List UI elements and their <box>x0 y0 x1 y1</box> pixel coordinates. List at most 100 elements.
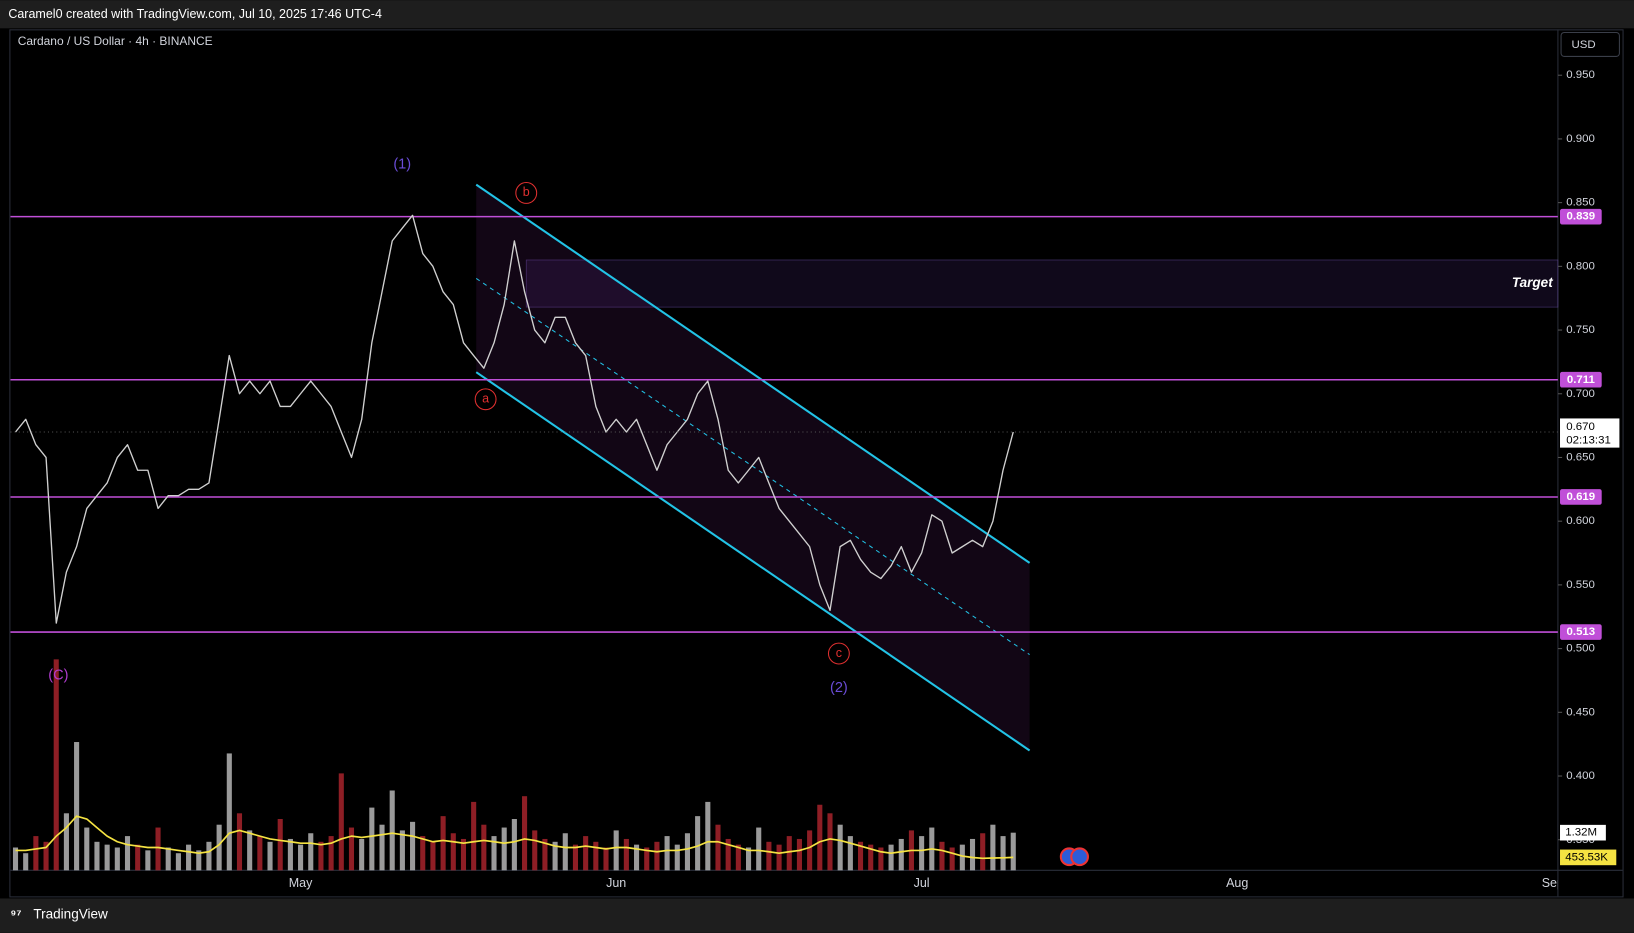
volume-bar <box>94 841 100 871</box>
channel-middle <box>475 277 1030 656</box>
volume-bar <box>715 824 721 871</box>
volume-bar <box>318 841 324 871</box>
volume-bar <box>440 816 446 871</box>
subwave-circle <box>827 642 850 665</box>
wave-label: (1) <box>393 157 411 173</box>
volume-bar <box>857 841 864 871</box>
volume-ma-tag <box>1560 849 1617 866</box>
flag-icon[interactable] <box>1070 847 1089 867</box>
volume-bar <box>481 824 487 871</box>
volume-ma <box>15 815 1014 860</box>
volume-bar <box>827 813 833 871</box>
volume-bar <box>603 847 609 871</box>
volume-bar <box>969 838 976 871</box>
y-tick-label: 0.450 <box>1566 706 1595 718</box>
volume-bar <box>145 850 151 871</box>
volume-bar <box>389 790 395 871</box>
level-label: 0.711 <box>1567 374 1596 386</box>
volume-bar <box>12 847 19 871</box>
currency: USD <box>1571 39 1595 51</box>
volume-bar <box>684 833 691 871</box>
level-tag <box>1560 489 1602 505</box>
volume-bar <box>33 836 39 871</box>
volume-bar <box>1000 836 1006 871</box>
volume-bar <box>847 836 853 871</box>
y-tick-label: 0.850 <box>1566 197 1595 209</box>
volume-bar <box>298 844 304 871</box>
countdown: 02:13:31 <box>1566 434 1611 446</box>
volume-bar <box>583 836 589 871</box>
subwave-label: b <box>523 185 530 199</box>
volume-bar <box>338 773 344 871</box>
currency-box <box>1560 31 1620 57</box>
volume-bar <box>257 836 263 871</box>
volume-bar <box>460 838 467 871</box>
volume-bar <box>695 816 701 871</box>
subwave-circle <box>474 388 497 411</box>
target-zone <box>525 259 1559 308</box>
target-label: Target <box>1512 275 1553 290</box>
x-tick-label: May <box>289 876 313 890</box>
volume-label: 1.32M <box>1565 827 1597 839</box>
y-tick-label: 0.700 <box>1566 388 1595 400</box>
volume-bar <box>53 659 59 871</box>
x-tick-label: Aug <box>1226 876 1248 890</box>
volume-bar <box>542 838 548 871</box>
volume-bar <box>766 841 772 871</box>
y-tick-label: 0.500 <box>1566 643 1595 655</box>
level-tag <box>1560 624 1602 640</box>
volume-bar <box>562 833 568 871</box>
footer-brand: TradingView <box>33 907 108 922</box>
volume-bar <box>705 801 711 871</box>
header-bar <box>0 0 1634 29</box>
volume-bar <box>664 836 670 871</box>
volume-bar <box>369 807 375 871</box>
volume-bar <box>1010 832 1016 871</box>
y-tick-label: 0.400 <box>1566 770 1595 782</box>
volume-bar <box>267 841 273 871</box>
wave-label: (2) <box>830 680 848 696</box>
volume-bar <box>328 836 334 871</box>
volume-bar <box>786 836 792 871</box>
volume-bar <box>868 844 874 871</box>
volume-bar <box>959 844 965 871</box>
y-tick-label: 0.800 <box>1566 260 1595 272</box>
volume-bar <box>837 824 843 871</box>
y-tick-label: 0.600 <box>1566 515 1595 527</box>
volume-bar <box>175 853 181 871</box>
volume-bar <box>725 838 731 871</box>
channel-fill <box>476 184 1030 751</box>
volume-bar <box>135 844 141 871</box>
y-tick-label: 0.900 <box>1566 133 1595 145</box>
volume-bar <box>399 830 405 871</box>
volume-bar <box>74 742 80 871</box>
price-line <box>14 214 1014 624</box>
volume-bar <box>796 838 802 871</box>
volume-bar <box>745 847 752 871</box>
volume-bar <box>878 847 884 871</box>
y-tick-label: 0.750 <box>1566 324 1595 336</box>
volume-bar <box>807 830 813 871</box>
volume-bar <box>287 838 293 871</box>
subwave-label: c <box>836 646 842 660</box>
volume-bar <box>949 847 955 871</box>
volume-bar <box>84 827 90 871</box>
volume-bar <box>756 827 762 871</box>
volume-bar <box>674 844 680 871</box>
volume-bar <box>450 833 456 871</box>
last-price-label: 0.670 <box>1566 421 1595 433</box>
frame <box>9 29 1624 898</box>
volume-bar <box>501 827 507 871</box>
x-tick-label: Sep <box>1542 876 1564 890</box>
subwave-label: a <box>482 392 489 406</box>
volume-bar <box>532 830 538 871</box>
volume-bar <box>593 841 599 871</box>
volume-bar <box>236 813 243 871</box>
volume-bar <box>155 827 161 871</box>
volume-bar <box>43 841 49 871</box>
volume-bar <box>888 844 894 871</box>
level-label: 0.619 <box>1567 491 1596 503</box>
brand-logo: ⁹⁷ <box>10 907 21 921</box>
